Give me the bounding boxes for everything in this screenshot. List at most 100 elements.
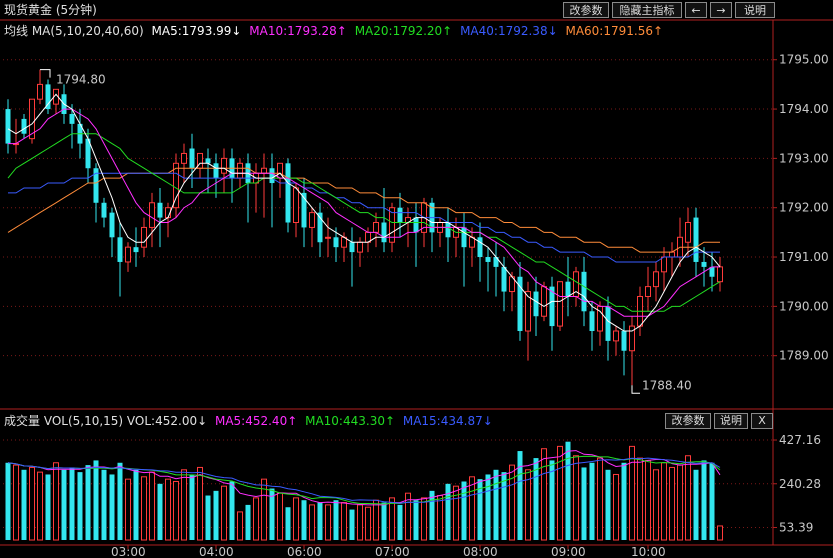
volume-bar-up — [629, 445, 635, 541]
volume-bar-up — [669, 466, 675, 541]
candle-body-down — [413, 217, 419, 233]
volume-bar-up — [509, 464, 515, 541]
volume-bar-up — [653, 469, 659, 541]
volume-bar-down — [5, 462, 11, 540]
vol-ma10-value: MA10:443.30↑ — [305, 414, 396, 428]
arrow-left-icon[interactable]: ← — [685, 2, 707, 18]
candle-body-down — [477, 237, 483, 258]
close-icon[interactable]: X — [751, 413, 773, 429]
candle-body-down — [333, 237, 339, 248]
volume-bar-down — [213, 490, 219, 540]
volume-bar-up — [613, 473, 619, 541]
candle-body-down — [461, 227, 467, 248]
volume-bar-down — [349, 509, 355, 540]
volume-bar-down — [85, 465, 91, 540]
volume-bar-down — [77, 472, 83, 540]
volume-bar-down — [245, 504, 251, 540]
volume-bar-up — [309, 504, 315, 541]
candle-body-up — [149, 202, 155, 228]
candle-body-down — [621, 331, 627, 351]
volume-bar-up — [717, 525, 723, 541]
time-tick-label: 03:00 — [111, 545, 146, 558]
volume-bar-down — [549, 460, 555, 540]
volume-bar-down — [333, 500, 339, 540]
volume-bar-down — [61, 469, 67, 540]
candle-body-down — [69, 113, 75, 124]
ma10-line — [8, 108, 720, 317]
candle-body-down — [157, 202, 163, 218]
volume-bar-down — [133, 469, 139, 540]
volume-bar-up — [525, 469, 531, 541]
volume-bar-down — [269, 488, 275, 540]
price-tick-label: 1794.00 — [779, 102, 829, 116]
candle-body-up — [373, 222, 379, 233]
edit-params-button[interactable]: 改参数 — [563, 2, 609, 18]
volume-bar-up — [181, 469, 187, 541]
volume-bar-up — [557, 445, 563, 541]
price-tick-label: 1795.00 — [779, 53, 829, 67]
volume-bar-up — [237, 511, 243, 541]
volume-bar-up — [661, 462, 667, 541]
hide-main-indicator-button[interactable]: 隐藏主指标 — [612, 2, 682, 18]
time-tick-label: 06:00 — [287, 545, 322, 558]
volume-help-button[interactable]: 说明 — [714, 413, 748, 429]
candle-body-down — [533, 291, 539, 317]
volume-bar-up — [421, 497, 427, 541]
volume-bar-up — [165, 478, 171, 541]
candle-body-down — [133, 247, 139, 253]
volume-bar-up — [293, 497, 299, 541]
volume-bar-up — [541, 448, 547, 541]
volume-bar-down — [301, 500, 307, 540]
volume-edit-params-button[interactable]: 改参数 — [665, 413, 711, 429]
candle-body-down — [301, 192, 307, 228]
volume-bar-down — [157, 483, 163, 540]
volume-bar-up — [125, 478, 131, 541]
arrow-right-icon[interactable]: → — [710, 2, 732, 18]
time-tick-label: 09:00 — [551, 545, 586, 558]
candle-body-up — [541, 286, 547, 317]
volume-bar-down — [285, 507, 291, 540]
price-tick-label: 1791.00 — [779, 250, 829, 264]
volume-bar-up — [221, 485, 227, 541]
candle-body-up — [653, 271, 659, 288]
candle-body-up — [261, 167, 267, 174]
candle-body-down — [101, 202, 107, 218]
candle-body-down — [269, 168, 275, 184]
ma60-line — [7, 167, 720, 253]
candle-body-down — [517, 276, 523, 332]
time-tick-label: 10:00 — [631, 545, 666, 558]
candle-body-up — [389, 207, 395, 243]
volume-bar-up — [637, 457, 643, 541]
volume-bar-down — [621, 462, 627, 540]
volume-tick-label: 53.39 — [779, 521, 813, 535]
candle-body-down — [565, 281, 571, 297]
candle-body-up — [237, 162, 243, 179]
candle-body-up — [669, 251, 675, 258]
volume-bar-up — [197, 466, 203, 541]
candle-body-down — [397, 207, 403, 223]
volume-legend-label: 成交量 VOL(5,10,15) VOL:452.00↓ — [4, 414, 208, 428]
volume-bar-down — [117, 462, 123, 540]
candle-body-down — [549, 286, 555, 327]
volume-bar-up — [357, 504, 363, 541]
candle-body-down — [85, 138, 91, 169]
help-button[interactable]: 说明 — [735, 2, 775, 18]
ma20-value: MA20:1792.20↑ — [354, 24, 453, 38]
volume-bar-up — [341, 502, 347, 541]
volume-ma15-line — [7, 457, 721, 504]
volume-bar-up — [573, 455, 579, 541]
price-tick-label: 1793.00 — [779, 151, 829, 165]
candle-body-up — [645, 286, 651, 297]
ma40-line — [8, 172, 720, 263]
candle-body-down — [485, 257, 491, 262]
high-marker — [40, 69, 51, 78]
volume-bar-up — [453, 485, 459, 541]
candle-body-down — [605, 306, 611, 341]
volume-bar-down — [461, 481, 467, 540]
time-tick-label: 08:00 — [463, 545, 498, 558]
volume-bar-down — [709, 462, 715, 540]
volume-bar-down — [45, 474, 51, 540]
ma40-value: MA40:1792.38↓ — [460, 24, 558, 38]
candle-body-up — [29, 98, 35, 140]
